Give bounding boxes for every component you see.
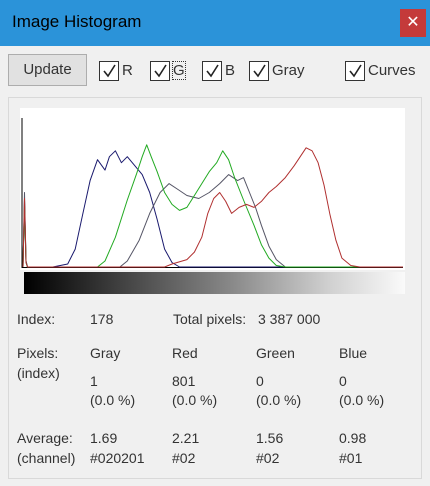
index-label: Index:	[17, 311, 56, 327]
check-icon[interactable]	[99, 61, 119, 81]
check-icon[interactable]	[249, 61, 269, 81]
red-header: Red	[172, 345, 198, 361]
green-count: 0	[256, 373, 264, 389]
gray-average: 1.69	[90, 430, 118, 446]
checkbox-b-label: B	[225, 62, 236, 79]
gray-percent: (0.0 %)	[90, 392, 136, 408]
update-button[interactable]: Update	[8, 54, 87, 86]
checkbox-r-label: R	[122, 62, 133, 79]
index-value: 178	[90, 311, 114, 327]
histogram-curve-3	[22, 147, 403, 268]
check-icon[interactable]	[150, 61, 170, 81]
intensity-gradient-bar[interactable]	[24, 272, 405, 294]
blue-percent: (0.0 %)	[339, 392, 385, 408]
checkbox-g-label: G	[172, 61, 186, 80]
average-label: Average:	[17, 430, 73, 446]
average-sub-label: (channel)	[17, 450, 76, 466]
histogram-curve-2	[22, 144, 403, 268]
blue-average: 0.98	[339, 430, 367, 446]
window-title: Image Histogram	[12, 12, 142, 31]
check-icon[interactable]	[345, 61, 365, 81]
green-code: #02	[256, 450, 280, 466]
gray-header: Gray	[90, 345, 121, 361]
blue-code: #01	[339, 450, 363, 466]
close-button[interactable]: ✕	[400, 9, 426, 37]
gray-code: #020201	[90, 450, 145, 466]
blue-count: 0	[339, 373, 347, 389]
red-count: 801	[172, 373, 196, 389]
total-pixels-label: Total pixels:	[173, 311, 247, 327]
blue-header: Blue	[339, 345, 368, 361]
title-bar: Image Histogram ✕	[0, 0, 430, 46]
green-percent: (0.0 %)	[256, 392, 302, 408]
total-pixels-value: 3 387 000	[258, 311, 321, 327]
histogram-curve-0	[22, 150, 403, 268]
close-icon: ✕	[406, 14, 420, 31]
green-header: Green	[256, 345, 295, 361]
check-icon[interactable]	[202, 61, 222, 81]
histogram-plot	[21, 118, 403, 268]
pixels-sub-label: (index)	[17, 365, 60, 381]
histogram-chart[interactable]	[20, 108, 405, 270]
green-average: 1.56	[256, 430, 284, 446]
histogram-curve-1	[22, 174, 403, 268]
gray-count: 1	[90, 373, 98, 389]
red-code: #02	[172, 450, 196, 466]
checkbox-gray-label: Gray	[272, 62, 305, 79]
pixels-label: Pixels:	[17, 345, 59, 361]
red-percent: (0.0 %)	[172, 392, 218, 408]
red-average: 2.21	[172, 430, 200, 446]
checkbox-curves-label: Curves	[368, 62, 416, 79]
